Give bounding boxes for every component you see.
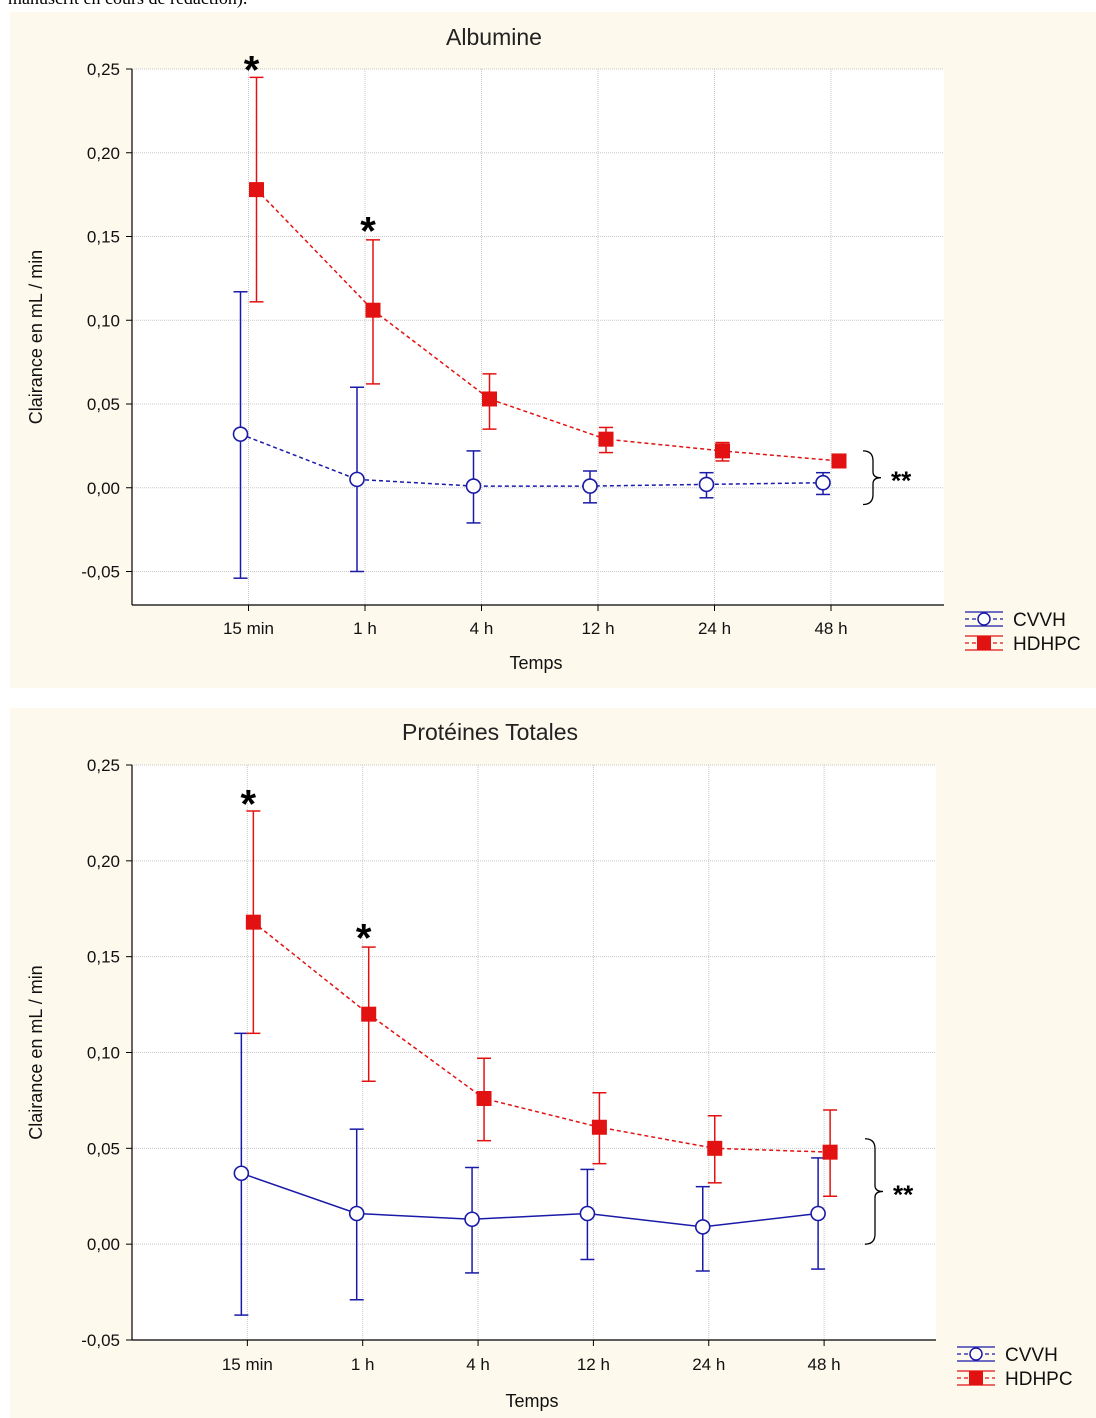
data-point-hdhpc	[481, 391, 497, 407]
data-point-cvvh	[698, 476, 715, 493]
data-point-hdhpc	[245, 914, 261, 930]
data-point-hdhpc	[361, 1006, 377, 1022]
data-point-cvvh	[694, 1219, 711, 1235]
x-tick-label: 24 h	[698, 619, 731, 638]
significance-brace	[864, 1138, 884, 1245]
annotation-star: *	[241, 783, 257, 827]
y-tick-label: 0,10	[87, 311, 120, 330]
legend-marker-circle-icon	[969, 1347, 983, 1361]
series-line-cvvh	[241, 1172, 819, 1228]
y-tick-label: -0,05	[81, 563, 120, 582]
y-tick-label: -0,05	[81, 1331, 120, 1350]
chart-title: Albumine	[446, 24, 542, 50]
x-tick-label: 15 min	[222, 1355, 273, 1374]
data-point-cvvh	[815, 474, 831, 491]
data-point-hdhpc	[831, 453, 847, 469]
x-tick-label: 24 h	[692, 1355, 725, 1374]
data-point-hdhpc	[476, 1091, 492, 1106]
data-point-hdhpc	[248, 182, 264, 198]
annotation-double-star: **	[893, 1179, 914, 1209]
annotation-star: *	[360, 209, 376, 253]
y-tick-label: 0,10	[87, 1044, 120, 1063]
legend-label-cvvh: CVVH	[1005, 1345, 1058, 1366]
x-axis-label: Temps	[505, 1391, 558, 1411]
legend-marker-circle-icon	[977, 612, 991, 626]
proteines-chart: -0,05 0,00 0,05 0,10 0,15 0,20 0,25 15 min 1 h 4 …	[26, 719, 1073, 1411]
y-axis-label: Clairance en mL / min	[26, 250, 46, 424]
x-tick-label: 4 h	[470, 619, 494, 638]
legend: CVVH HDHPC	[957, 1345, 1073, 1390]
legend-marker-square-icon	[977, 636, 991, 650]
data-point-cvvh	[465, 478, 482, 494]
plot-area	[132, 69, 944, 605]
data-point-cvvh	[348, 1205, 365, 1222]
data-point-hdhpc	[707, 1140, 723, 1156]
y-tick-label: 0,05	[87, 395, 120, 414]
data-point-hdhpc	[591, 1119, 607, 1135]
x-tick-label: 12 h	[577, 1355, 610, 1374]
data-point-hdhpc	[365, 302, 381, 318]
x-tick-label: 12 h	[581, 619, 614, 638]
data-point-cvvh	[233, 1165, 250, 1182]
y-tick-label: 0,00	[87, 1235, 120, 1254]
data-point-cvvh	[579, 1205, 596, 1222]
y-tick-label: 0,00	[87, 479, 120, 498]
legend-label-cvvh: CVVH	[1013, 610, 1066, 631]
x-axis-label: Temps	[509, 653, 562, 673]
data-point-hdhpc	[598, 431, 614, 447]
series-line-hdhpc	[252, 921, 831, 1153]
chart-title: Protéines Totales	[402, 719, 578, 745]
y-tick-label: 0,20	[87, 852, 120, 871]
y-tick-label: 0,15	[87, 228, 120, 247]
legend: CVVH HDHPC	[965, 610, 1081, 655]
legend-marker-square-icon	[969, 1371, 983, 1385]
data-point-hdhpc	[714, 443, 730, 459]
significance-brace	[862, 450, 882, 506]
annotation-star: *	[244, 49, 260, 93]
x-tick-label: 4 h	[466, 1355, 490, 1374]
legend-label-hdhpc: HDHPC	[1005, 1369, 1073, 1390]
header-text: manuscrit en cours de rédaction).	[8, 0, 247, 9]
chart-panel-proteines: -0,05 0,00 0,05 0,10 0,15 0,20 0,25 15 min 1 h 4 …	[10, 708, 1096, 1418]
data-point-cvvh	[232, 426, 249, 442]
x-tick-label: 1 h	[353, 619, 377, 638]
annotation-star: *	[356, 917, 372, 961]
data-point-cvvh	[349, 471, 365, 488]
x-tick-label: 15 min	[223, 619, 274, 638]
data-point-cvvh	[810, 1205, 826, 1222]
chart-panel-albumine: -0,05 0,00 0,05 0,10 0,15 0,20 0,25 15 min 1 h 4 …	[10, 12, 1096, 688]
y-tick-label: 0,05	[87, 1139, 120, 1158]
x-tick-label: 48 h	[808, 1355, 841, 1374]
annotation-double-star: **	[891, 466, 912, 496]
legend-label-hdhpc: HDHPC	[1013, 634, 1081, 655]
y-axis-label: Clairance en mL / min	[26, 965, 46, 1139]
data-point-cvvh	[464, 1211, 480, 1228]
y-tick-label: 0,25	[87, 60, 120, 79]
albumine-chart: -0,05 0,00 0,05 0,10 0,15 0,20 0,25 15 min 1 h 4 …	[26, 24, 1081, 673]
y-tick-label: 0,15	[87, 948, 120, 967]
y-tick-label: 0,25	[87, 756, 120, 775]
x-tick-label: 1 h	[351, 1355, 375, 1374]
y-tick-label: 0,20	[87, 144, 120, 163]
data-point-hdhpc	[822, 1144, 838, 1160]
x-tick-label: 48 h	[814, 619, 847, 638]
data-point-cvvh	[582, 478, 598, 494]
